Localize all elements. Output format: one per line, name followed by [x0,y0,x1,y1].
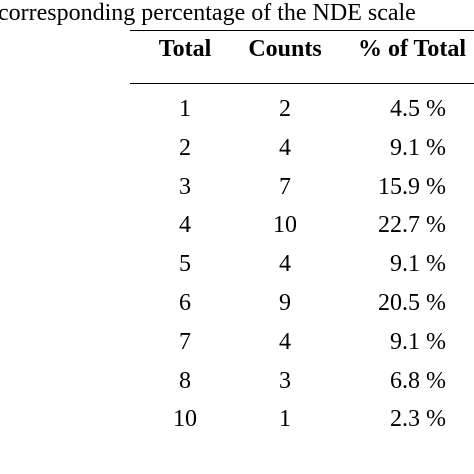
table-header-rule [130,83,474,84]
cell-percent: 22.7 % [378,212,446,239]
cell-total: 7 [179,328,191,355]
cell-percent: 2.3 % [390,406,446,433]
cell-counts: 9 [279,290,291,316]
cell-total: 6 [179,290,191,316]
cell-total: 10 [173,406,197,433]
cell-counts: 10 [273,212,297,239]
cell-percent: 9.1 % [390,328,446,355]
cell-total: 3 [179,173,191,200]
cell-total: 2 [179,134,191,161]
cell-percent: 15.9 % [378,173,446,200]
cell-counts: 7 [279,173,291,200]
cell-percent: 9.1 % [390,251,446,278]
cell-counts: 3 [279,367,291,394]
table-top-rule [130,30,474,31]
cell-total: 4 [179,212,191,239]
cell-total: 8 [179,367,191,394]
cell-counts: 4 [279,328,291,355]
cell-percent: 6.8 % [390,367,446,394]
header-percent-of-total: % of Total [358,36,467,62]
cell-counts: 4 [279,251,291,278]
cell-percent: 4.5 % [390,96,446,122]
cell-percent: 9.1 % [390,134,446,161]
cell-counts: 4 [279,134,291,161]
table-caption: corresponding percentage of the NDE scal… [0,0,416,26]
cell-total: 1 [179,96,191,122]
header-total: Total [158,36,212,62]
header-counts: Counts [248,36,322,62]
cell-percent: 20.5 % [378,290,446,316]
cell-counts: 2 [279,96,291,122]
cell-total: 5 [179,251,191,278]
cell-counts: 1 [279,406,291,433]
